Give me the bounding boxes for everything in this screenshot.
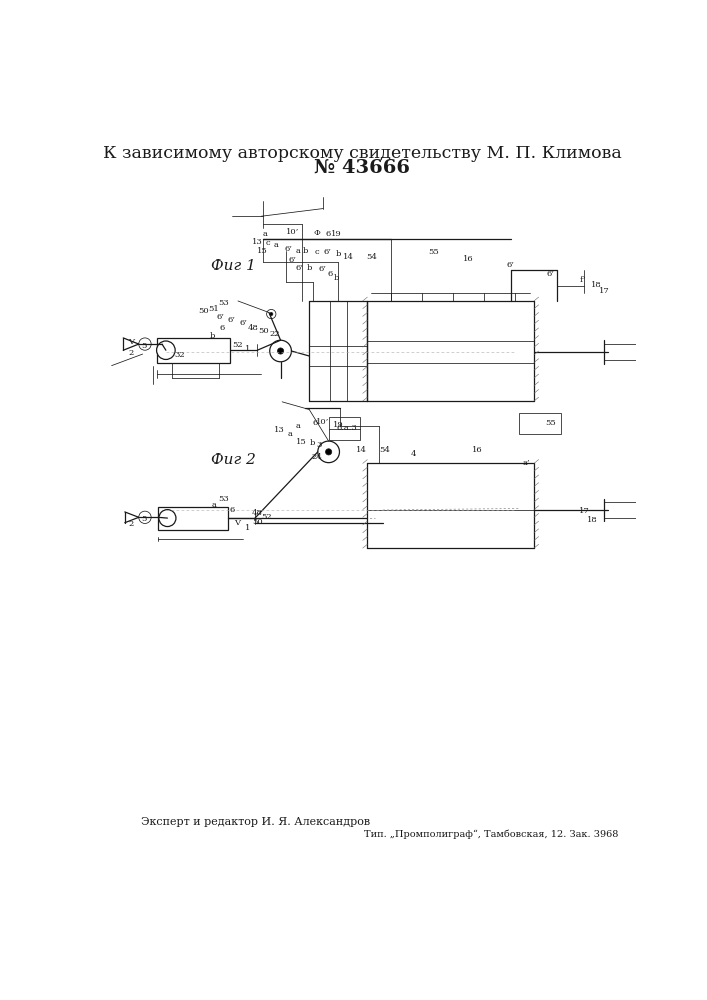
Text: 48: 48 bbox=[247, 324, 258, 332]
Text: b: b bbox=[334, 274, 339, 282]
Text: 51: 51 bbox=[209, 305, 219, 313]
Text: f’: f’ bbox=[580, 276, 586, 284]
Text: 14: 14 bbox=[343, 253, 354, 261]
Text: Φ: Φ bbox=[314, 229, 320, 237]
Text: a: a bbox=[288, 430, 292, 438]
Text: 6’: 6’ bbox=[296, 264, 303, 272]
Text: 1: 1 bbox=[245, 345, 250, 353]
Text: 54: 54 bbox=[379, 446, 390, 454]
Text: 6: 6 bbox=[327, 270, 333, 278]
Text: 6: 6 bbox=[326, 230, 332, 238]
Text: 2: 2 bbox=[129, 349, 134, 357]
Text: 2: 2 bbox=[129, 520, 134, 528]
Text: c: c bbox=[266, 239, 271, 247]
Text: Фиг 2: Фиг 2 bbox=[211, 453, 256, 467]
Text: 22: 22 bbox=[269, 330, 280, 338]
Text: 6’: 6’ bbox=[318, 265, 327, 273]
Text: 10’: 10’ bbox=[286, 228, 299, 236]
Text: 52: 52 bbox=[232, 341, 243, 349]
Text: 6’: 6’ bbox=[507, 261, 515, 269]
Circle shape bbox=[156, 341, 175, 359]
Text: 55: 55 bbox=[546, 419, 556, 427]
Text: b: b bbox=[303, 247, 308, 255]
Text: b: b bbox=[210, 332, 215, 340]
Text: 4: 4 bbox=[411, 450, 416, 458]
Text: 48: 48 bbox=[252, 509, 263, 517]
Text: 52: 52 bbox=[262, 513, 272, 521]
Text: Тип. „Промполиграф“, Тамбовская, 12. Зак. 3968: Тип. „Промполиграф“, Тамбовская, 12. Зак… bbox=[363, 830, 618, 839]
Text: Фиг 1: Фиг 1 bbox=[211, 259, 256, 273]
Text: 16: 16 bbox=[472, 446, 483, 454]
Text: Эксперт и редактор И. Я. Александров: Эксперт и редактор И. Я. Александров bbox=[141, 817, 370, 827]
Circle shape bbox=[325, 449, 332, 455]
Text: 16: 16 bbox=[463, 255, 474, 263]
Text: 6: 6 bbox=[219, 324, 224, 332]
Text: 54: 54 bbox=[366, 253, 377, 261]
Text: 6’: 6’ bbox=[547, 270, 554, 278]
Text: b: b bbox=[307, 264, 312, 272]
Text: 24: 24 bbox=[312, 453, 322, 461]
Text: 10’: 10’ bbox=[316, 418, 329, 426]
Text: К зависимому авторскому свидетельству М. П. Климова: К зависимому авторскому свидетельству М.… bbox=[103, 145, 621, 162]
Text: 53: 53 bbox=[218, 495, 229, 503]
Circle shape bbox=[159, 510, 176, 527]
Bar bbox=[518, 413, 561, 434]
Text: 17: 17 bbox=[579, 507, 590, 515]
Text: 6’: 6’ bbox=[228, 316, 235, 324]
Text: 50: 50 bbox=[198, 307, 209, 315]
Text: 6.a.3: 6.a.3 bbox=[337, 424, 358, 432]
Text: a: a bbox=[274, 241, 279, 249]
Text: 17: 17 bbox=[599, 287, 610, 295]
Text: 18: 18 bbox=[590, 281, 602, 289]
Circle shape bbox=[277, 348, 284, 354]
Text: 50: 50 bbox=[258, 327, 269, 335]
Text: 6’: 6’ bbox=[288, 256, 296, 264]
Text: 6’: 6’ bbox=[216, 313, 224, 321]
Text: 6: 6 bbox=[229, 506, 235, 514]
Bar bbox=[156, 338, 230, 363]
Text: V: V bbox=[128, 338, 134, 346]
Bar bbox=[329, 417, 360, 440]
Text: 32: 32 bbox=[175, 351, 185, 359]
Text: № 43666: № 43666 bbox=[314, 159, 410, 177]
Text: V: V bbox=[234, 519, 240, 527]
Text: b: b bbox=[335, 250, 341, 258]
Text: a: a bbox=[262, 230, 267, 238]
Text: 6’: 6’ bbox=[284, 245, 292, 253]
Text: 18: 18 bbox=[587, 516, 597, 524]
Text: 14: 14 bbox=[356, 446, 367, 454]
Text: 6’: 6’ bbox=[240, 319, 247, 327]
Text: a: a bbox=[211, 501, 216, 509]
Text: 13: 13 bbox=[252, 238, 263, 246]
Circle shape bbox=[270, 312, 273, 316]
Text: a: a bbox=[296, 247, 300, 255]
Text: 6’: 6’ bbox=[323, 248, 331, 256]
Text: a’: a’ bbox=[522, 459, 530, 467]
Text: c: c bbox=[315, 248, 320, 256]
Text: 5: 5 bbox=[141, 342, 147, 350]
Text: 3: 3 bbox=[317, 441, 322, 449]
Text: 53: 53 bbox=[218, 299, 229, 307]
Text: 6: 6 bbox=[312, 419, 317, 427]
Text: a: a bbox=[296, 422, 300, 430]
Text: 5: 5 bbox=[141, 515, 147, 523]
Text: 50: 50 bbox=[252, 518, 262, 526]
Text: 19: 19 bbox=[333, 421, 344, 429]
Text: 55: 55 bbox=[428, 248, 438, 256]
Text: 1: 1 bbox=[245, 524, 250, 532]
Text: b: b bbox=[310, 439, 315, 447]
Bar bbox=[158, 507, 228, 530]
Text: 15: 15 bbox=[257, 247, 268, 255]
Text: 13: 13 bbox=[274, 426, 285, 434]
Text: 15: 15 bbox=[296, 438, 307, 446]
Text: 19: 19 bbox=[331, 230, 341, 238]
